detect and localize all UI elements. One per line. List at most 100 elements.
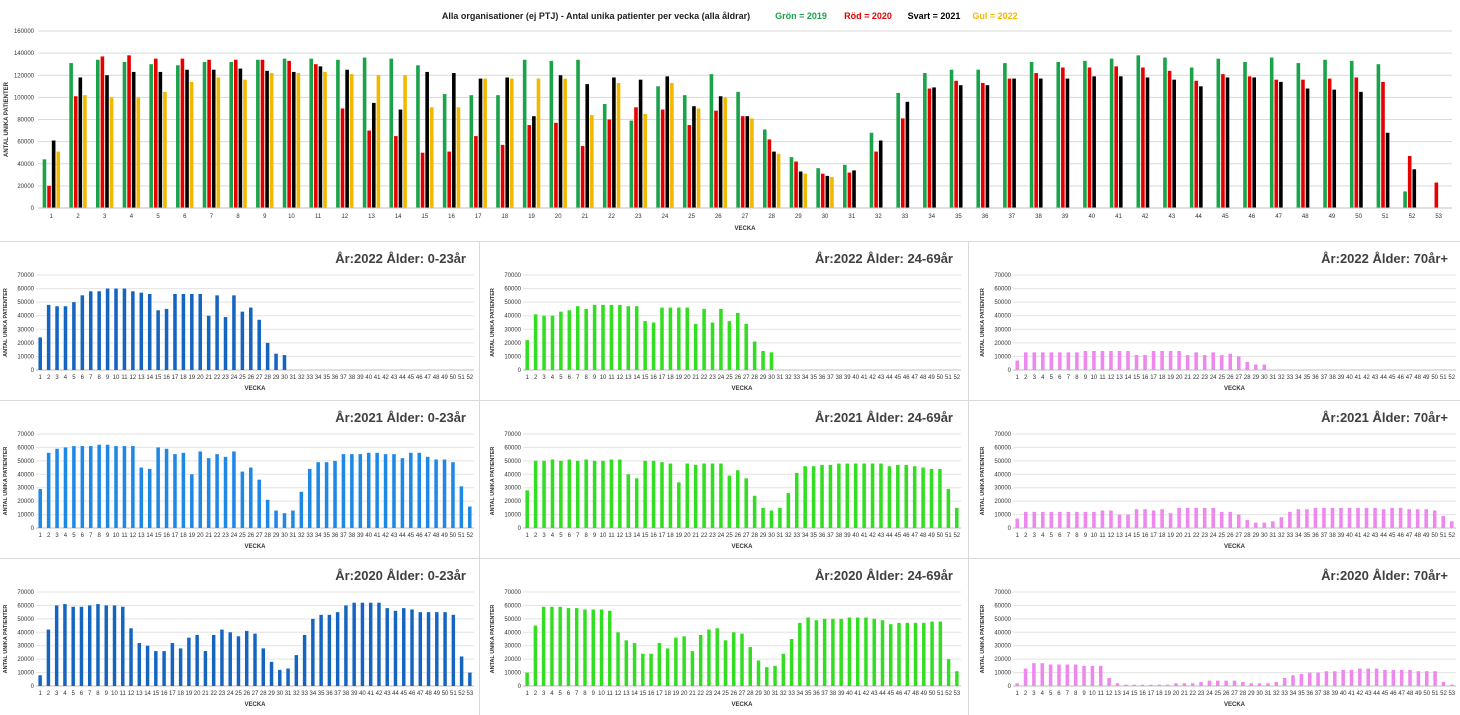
y-tick-label: 70000	[17, 432, 34, 438]
x-tick-label: 48	[1407, 691, 1414, 697]
bar	[736, 470, 740, 528]
x-tick-label: 51	[937, 691, 944, 697]
x-tick-label: 37	[334, 691, 341, 697]
bar	[316, 462, 320, 528]
y-tick-label: 50000	[994, 459, 1011, 465]
y-tick-label: 50000	[504, 459, 521, 465]
x-tick-label: 20	[1176, 375, 1183, 381]
x-tick-label: 14	[1122, 691, 1129, 697]
bar	[1202, 507, 1207, 528]
x-tick-label: 7	[89, 533, 93, 539]
bar	[527, 125, 532, 208]
x-tick-label: 35	[805, 691, 812, 697]
bar	[483, 78, 487, 208]
bar	[1040, 663, 1045, 686]
x-tick-label: 31	[848, 214, 855, 220]
x-tick-label: 50	[442, 691, 449, 697]
x-tick-label: 22	[210, 691, 217, 697]
bar	[1415, 509, 1420, 528]
bar	[274, 353, 278, 370]
x-tick-label: 35	[318, 691, 325, 697]
x-tick-label: 31	[777, 375, 784, 381]
bar	[825, 175, 830, 208]
x-tick-label: 21	[1181, 691, 1188, 697]
x-tick-label: 45	[887, 691, 894, 697]
age-chart-panel: År:2020 Ålder: 70år+ 0 10000 20000 30000 4000…	[977, 560, 1460, 715]
x-tick-label: 4	[551, 533, 555, 539]
bar	[612, 77, 616, 209]
bar	[114, 288, 118, 370]
bar	[274, 510, 278, 528]
y-tick-label: 0	[518, 684, 522, 690]
x-tick-label: 27	[256, 375, 263, 381]
x-tick-label: 3	[55, 533, 59, 539]
bar	[341, 454, 346, 528]
bar	[930, 621, 934, 686]
bar	[1219, 511, 1224, 528]
bar	[56, 151, 61, 208]
x-tick-label: 11	[121, 375, 128, 381]
x-tick-label: 23	[219, 691, 226, 697]
bar	[198, 451, 203, 528]
x-tick-label: 51	[945, 375, 952, 381]
x-tick-label: 18	[667, 533, 674, 539]
bar	[257, 479, 261, 528]
bar	[1332, 89, 1337, 208]
x-tick-label: 9	[106, 375, 110, 381]
x-tick-label: 23	[709, 533, 716, 539]
x-tick-label: 29	[1252, 375, 1259, 381]
x-tick-label: 21	[692, 375, 699, 381]
x-tick-label: 53	[954, 691, 961, 697]
bar	[1398, 507, 1403, 528]
x-tick-label: 28	[1244, 533, 1251, 539]
x-tick-label: 33	[788, 691, 795, 697]
bar	[1041, 511, 1045, 528]
x-tick-label: 31	[1265, 691, 1272, 697]
x-tick-label: 8	[98, 533, 102, 539]
x-tick-label: 46	[896, 691, 903, 697]
y-axis-label: ANTAL UNIKA PATIENTER	[490, 447, 496, 516]
bar	[1376, 64, 1381, 208]
x-tick-label: 17	[1150, 375, 1157, 381]
y-tick-label: 100000	[14, 95, 35, 101]
bar	[147, 468, 152, 528]
x-tick-label: 7	[88, 691, 92, 697]
x-tick-label: 10	[1091, 533, 1098, 539]
bar	[434, 459, 438, 528]
x-tick-label: 2	[534, 375, 538, 381]
bar	[880, 620, 885, 686]
x-tick-label: 7	[1066, 691, 1070, 697]
x-tick-label: 19	[1164, 691, 1171, 697]
x-tick-label: 42	[376, 691, 383, 697]
y-tick-label: 30000	[17, 486, 34, 492]
x-tick-label: 21	[582, 214, 589, 220]
bar	[173, 454, 177, 528]
x-tick-label: 33	[1287, 375, 1294, 381]
x-tick-label: 15	[155, 375, 162, 381]
main-plot-area: 0 20000 40000 60000 80000 100000 120000 140000 1…	[4, 29, 1452, 232]
bar	[145, 645, 150, 686]
x-tick-label: 18	[1156, 691, 1163, 697]
x-tick-label: 44	[886, 533, 893, 539]
bar	[1282, 677, 1287, 686]
age-chart: År:2021 Ålder: 0-23år 0 10000 20000 30000 400…	[3, 410, 474, 550]
bar	[803, 466, 807, 528]
x-tick-label: 20	[1173, 691, 1180, 697]
x-tick-label: 37	[827, 533, 834, 539]
bar	[1160, 351, 1164, 370]
x-tick-label: 3	[542, 533, 546, 539]
bar	[249, 467, 253, 528]
bar	[129, 628, 133, 686]
bar	[1182, 683, 1187, 686]
bar	[162, 651, 166, 686]
x-tick-label: 13	[1116, 375, 1123, 381]
chart-title: År:2022 Ålder: 70år+	[1321, 251, 1448, 266]
x-tick-label: 46	[416, 533, 423, 539]
x-tick-label: 32	[1278, 533, 1285, 539]
bar	[665, 76, 670, 208]
x-tick-label: 6	[1058, 375, 1062, 381]
x-tick-label: 37	[340, 533, 347, 539]
bar	[618, 459, 622, 528]
bar	[767, 139, 772, 208]
x-tick-label: 19	[675, 375, 682, 381]
